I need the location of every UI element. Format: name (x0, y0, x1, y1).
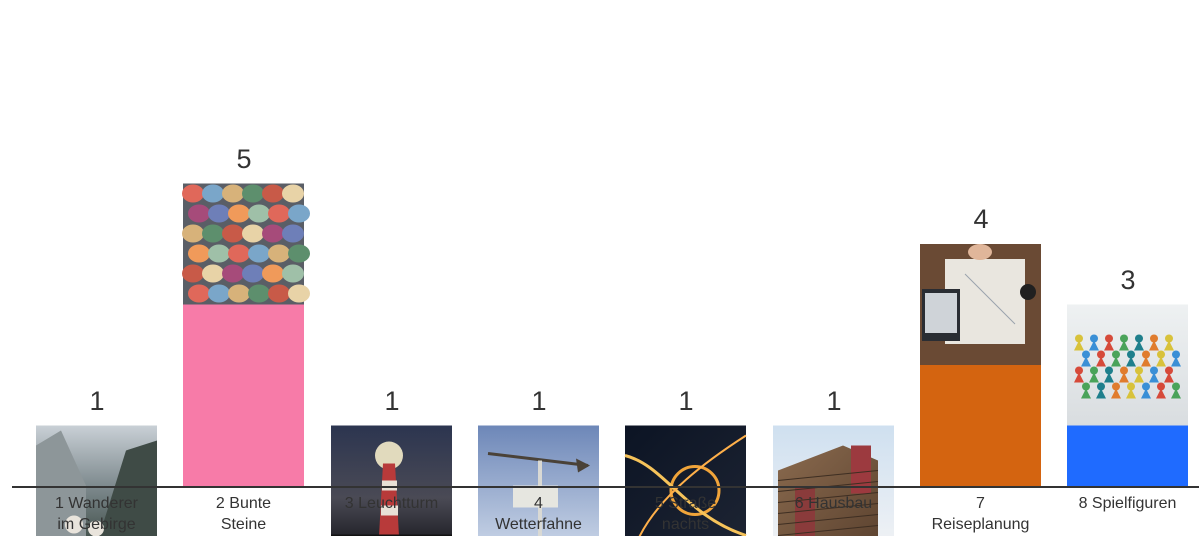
mountain-hikers-image (36, 425, 157, 536)
category-label-6: 6 Hausbau (794, 495, 873, 512)
bar-8 (1067, 425, 1188, 486)
house-construction-image (773, 425, 894, 536)
category-label-7: 7 Reiseplanung (931, 495, 1030, 533)
game-pieces-image (1067, 304, 1188, 426)
lighthouse-night-image (331, 425, 452, 536)
category-label-2: 2 Bunte Steine (215, 495, 272, 533)
value-label-2: 5 (236, 143, 252, 174)
category-label-3: 3 Leuchtturm (344, 495, 439, 512)
category-label-4: 4 Wetterfahne (495, 495, 582, 533)
value-label-7: 4 (973, 204, 989, 234)
category-label-8: 8 Spielfiguren (1078, 495, 1177, 512)
bar-2 (183, 304, 304, 486)
value-label-3: 1 (384, 385, 400, 416)
category-label-1: 1 Wanderer im Gebirge (55, 495, 138, 533)
travel-map-planning-image (920, 244, 1041, 365)
value-label-5: 1 (678, 385, 694, 416)
bar-7 (920, 365, 1041, 486)
value-label-1: 1 (89, 385, 105, 416)
night-road-interchange-image (624, 425, 747, 536)
value-label-4: 1 (531, 385, 547, 416)
colorful-pebbles-image (182, 183, 310, 305)
value-label-8: 3 (1120, 264, 1136, 295)
value-label-6: 1 (826, 385, 842, 416)
category-label-5: 5 Straße nachts (654, 495, 717, 533)
weather-vane-image (478, 425, 599, 536)
